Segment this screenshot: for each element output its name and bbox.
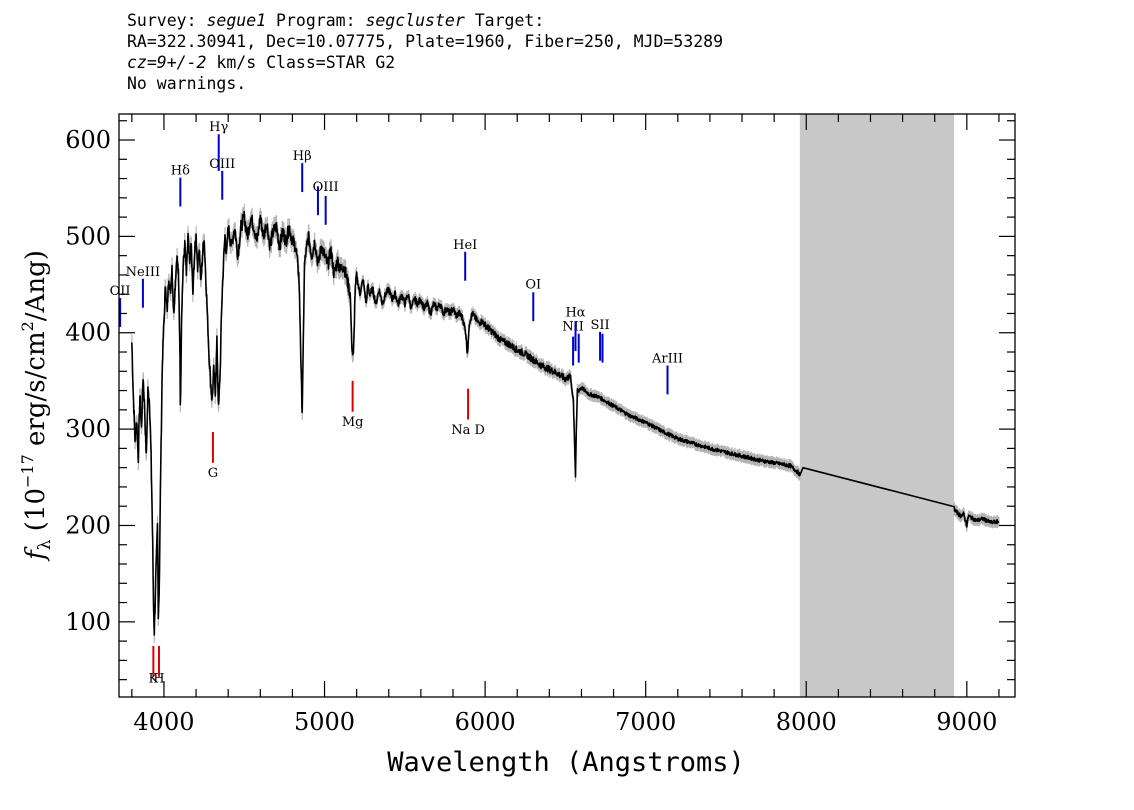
y-axis-label-subscript: λ: [35, 539, 55, 550]
y-tick-label: 600: [65, 126, 111, 154]
emission-line-label: SII: [590, 318, 609, 333]
y-tick-label: 200: [65, 511, 111, 539]
emission-line-label: HeI: [453, 238, 477, 253]
emission-line-label: OIII: [313, 180, 339, 195]
target-label: Target:: [464, 11, 545, 30]
y-axis-label-part-c: /Ang): [21, 250, 51, 321]
spectrum-header: Survey: segue1 Program: segcluster Targe…: [127, 10, 723, 94]
redshift-value: cz=9+/-2: [127, 53, 207, 72]
emission-line-label: OII: [110, 284, 131, 299]
header-line-survey: Survey: segue1 Program: segcluster Targe…: [127, 10, 723, 31]
program-value: segcluster: [365, 11, 465, 30]
absorption-line-label: G: [208, 466, 218, 481]
y-axis-label: fλ (10−17 erg/s/cm2/Ang): [18, 250, 55, 562]
emission-line-label: ArIII: [651, 352, 683, 367]
emission-line-label: Hα: [565, 305, 585, 320]
x-tick-label: 7000: [615, 708, 676, 736]
x-tick-label: 8000: [776, 708, 837, 736]
plot-frame: [118, 113, 1016, 698]
absorption-line-label: Na D: [451, 423, 485, 438]
emission-line-label: Hβ: [293, 149, 312, 164]
x-tick-label: 9000: [936, 708, 997, 736]
emission-line-label: NII: [562, 320, 584, 335]
absorption-line-label: Mg: [342, 415, 364, 430]
y-axis-label-part-b: erg/s/cm: [21, 331, 51, 454]
header-line-coords: RA=322.30941, Dec=10.07775, Plate=1960, …: [127, 32, 724, 51]
y-axis-label-part-a: (10: [21, 488, 51, 540]
y-tick-label: 500: [65, 222, 111, 250]
spectrum-line: [131, 210, 1000, 636]
emission-line-label: Hγ: [209, 120, 228, 135]
survey-label: Survey:: [127, 11, 207, 30]
y-tick-label: 300: [65, 415, 111, 443]
emission-line-label: OIII: [209, 157, 235, 172]
program-label: Program:: [266, 11, 366, 30]
absorption-line-label: K: [149, 671, 159, 686]
header-line-redshift: cz=9+/-2 km/s Class=STAR G2: [127, 52, 723, 73]
y-axis-label-exponent: −17: [18, 454, 37, 488]
masked-region: [799, 114, 954, 697]
x-axis-label: Wavelength (Angstroms): [387, 747, 745, 778]
y-tick-label: 100: [65, 608, 111, 636]
header-line-warnings: No warnings.: [127, 74, 247, 93]
emission-line-label: OI: [525, 277, 541, 292]
x-tick-label: 5000: [294, 708, 355, 736]
x-tick-label: 6000: [455, 708, 516, 736]
class-text: km/s Class=STAR G2: [206, 53, 396, 72]
y-tick-label: 400: [65, 319, 111, 347]
absorption-line-label: H: [153, 671, 164, 686]
emission-line-label: Hδ: [171, 164, 190, 179]
emission-line-label: NeIII: [126, 265, 160, 280]
survey-value: segue1: [206, 11, 267, 30]
y-axis-label-exponent-2: 2: [18, 321, 37, 331]
x-tick-label: 4000: [133, 708, 194, 736]
